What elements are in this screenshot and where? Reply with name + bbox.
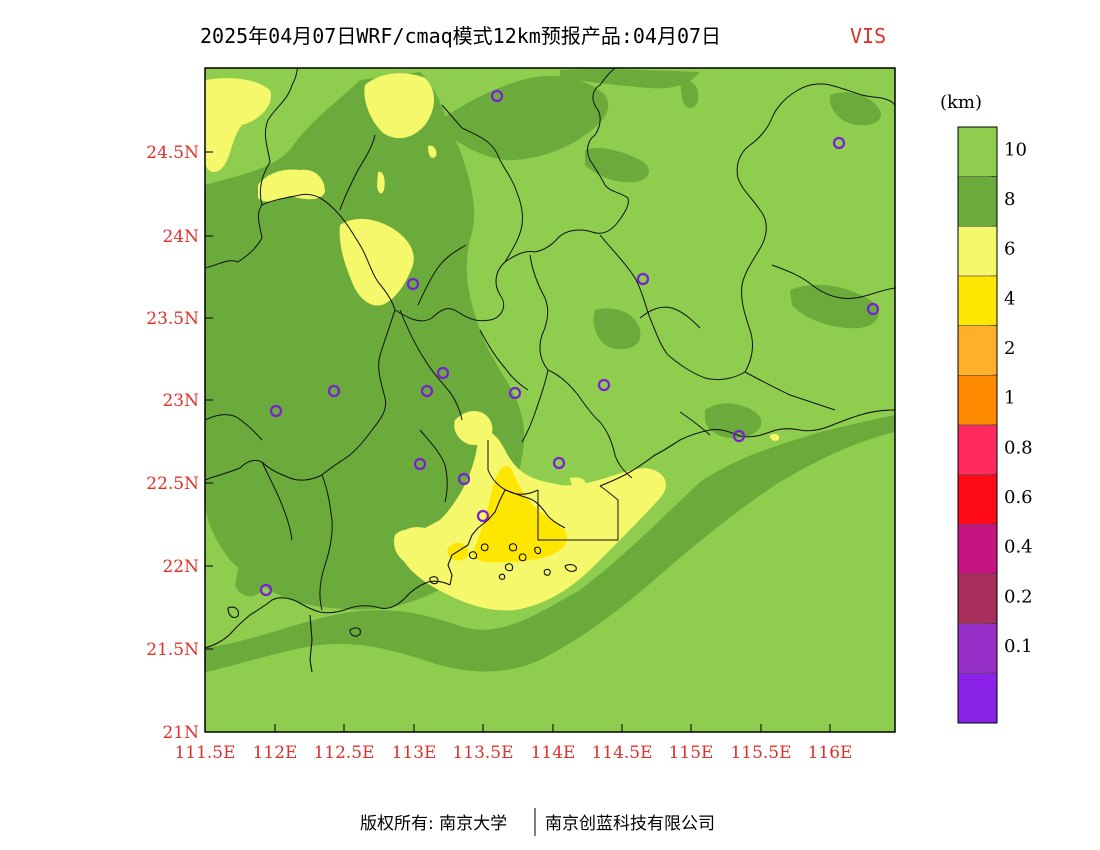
lat-label: 21N bbox=[162, 723, 199, 743]
colorbar-swatch bbox=[957, 226, 998, 277]
map-panel bbox=[204, 67, 896, 733]
colorbar-label: 2 bbox=[1004, 338, 1015, 359]
footer-company: 南京创蓝科技有限公司 bbox=[545, 814, 715, 834]
colorbar-swatch bbox=[957, 474, 998, 525]
station-marker bbox=[327, 384, 341, 398]
longitude-axis: 111.5E 112E 112.5E 113E 113.5E 114E 114.5E 115E… bbox=[174, 724, 852, 763]
colorbar-label: 4 bbox=[1004, 288, 1015, 309]
station-marker bbox=[866, 302, 880, 316]
station-marker bbox=[413, 457, 427, 471]
station-marker bbox=[406, 277, 420, 291]
latitude-axis: 24.5N 24N 23.5N 23N 22.5N 22N 21.5N 21N bbox=[146, 143, 213, 743]
colorbar-unit: (km) bbox=[940, 92, 982, 113]
station-marker bbox=[457, 472, 471, 486]
station-marker bbox=[436, 366, 450, 380]
lat-label: 24.5N bbox=[146, 143, 199, 163]
lat-label: 23.5N bbox=[146, 309, 199, 329]
colorbar-label: 6 bbox=[1004, 239, 1015, 260]
admin-borders bbox=[205, 68, 895, 611]
colorbar-label: 0.2 bbox=[1004, 586, 1033, 607]
colorbar-label: 0.4 bbox=[1004, 537, 1033, 558]
station-marker bbox=[269, 404, 283, 418]
title-variable: VIS bbox=[850, 24, 886, 48]
lon-label: 111.5E bbox=[174, 743, 235, 763]
station-marker bbox=[508, 386, 522, 400]
station-marker bbox=[476, 509, 490, 523]
vis-band-8-10 bbox=[205, 69, 895, 672]
lat-label: 22N bbox=[162, 557, 199, 577]
colorbar-swatch bbox=[957, 375, 998, 426]
lon-label: 115E bbox=[669, 743, 714, 763]
station-marker bbox=[490, 89, 504, 103]
colorbar-frame bbox=[957, 126, 998, 724]
lat-label: 21.5N bbox=[146, 640, 199, 660]
footer-copyright: 版权所有: 南京大学 bbox=[360, 814, 507, 834]
colorbar-label: 0.6 bbox=[1004, 487, 1033, 508]
lon-label: 112E bbox=[253, 743, 298, 763]
colorbar-swatch bbox=[957, 524, 998, 575]
colorbar-label: 10 bbox=[1004, 139, 1027, 160]
colorbar-swatch bbox=[957, 673, 998, 724]
colorbar-swatch bbox=[957, 623, 998, 674]
station-marker bbox=[420, 384, 434, 398]
title-run-text: 2025年04月07日WRF/cmaq模式12km预报产品:04月07日 bbox=[200, 24, 721, 48]
colorbar-label: 0.8 bbox=[1004, 437, 1033, 458]
lon-label: 113E bbox=[392, 743, 437, 763]
station-marker bbox=[636, 272, 650, 286]
colorbar-label: 1 bbox=[1004, 388, 1015, 409]
lon-label: 114.5E bbox=[591, 743, 652, 763]
lat-label: 24N bbox=[162, 227, 199, 247]
colorbar-label: 8 bbox=[1004, 189, 1015, 210]
colorbar-swatch bbox=[957, 573, 998, 624]
colorbar-swatch bbox=[957, 275, 998, 326]
lon-label: 112.5E bbox=[313, 743, 374, 763]
colorbar-swatch bbox=[957, 325, 998, 376]
station-markers bbox=[259, 89, 880, 597]
station-marker bbox=[552, 456, 566, 470]
colorbar-swatch bbox=[957, 424, 998, 475]
station-marker bbox=[259, 583, 273, 597]
station-marker bbox=[832, 136, 846, 150]
station-marker bbox=[597, 378, 611, 392]
coastline bbox=[205, 409, 895, 673]
colorbar-swatch bbox=[957, 126, 998, 177]
lon-label: 114E bbox=[531, 743, 576, 763]
lon-label: 113.5E bbox=[452, 743, 513, 763]
colorbar-label: 0.1 bbox=[1004, 636, 1033, 657]
station-marker bbox=[732, 429, 746, 443]
colorbar: 10 8 6 4 2 1 0.8 0.6 0.4 0.2 0.1 bbox=[957, 126, 1033, 724]
colorbar-swatch bbox=[957, 176, 998, 227]
lon-label: 116E bbox=[808, 743, 853, 763]
lon-label: 115.5E bbox=[730, 743, 791, 763]
lat-label: 22.5N bbox=[146, 474, 199, 494]
lat-label: 23N bbox=[162, 391, 199, 411]
